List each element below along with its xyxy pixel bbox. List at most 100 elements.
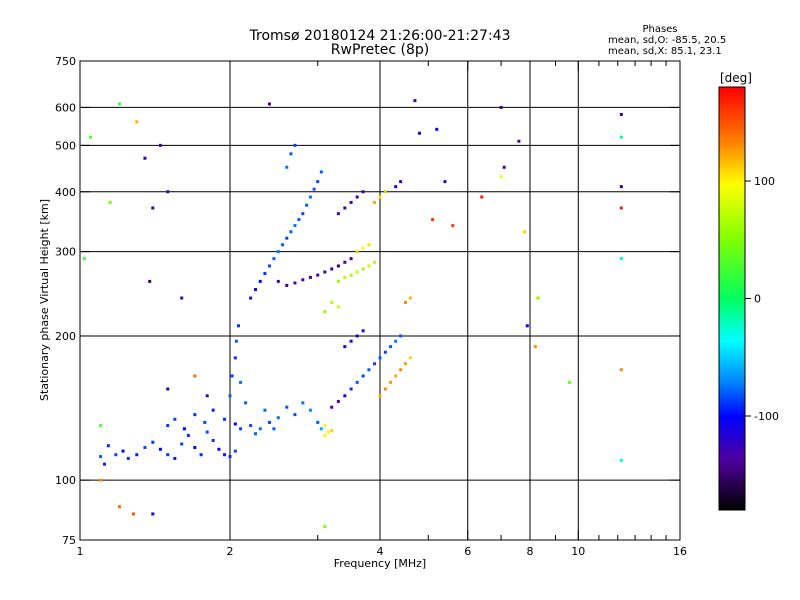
y-axis: 75 100 200 300 400 500 600 750	[55, 55, 680, 547]
data-point	[619, 458, 623, 462]
data-point	[323, 270, 327, 274]
data-point	[180, 442, 184, 446]
data-point	[383, 190, 387, 194]
data-point	[389, 380, 393, 384]
data-point	[166, 424, 170, 428]
colorbar-tick-label: -100	[754, 410, 779, 423]
data-point	[323, 309, 327, 313]
data-point	[336, 305, 340, 309]
x-tick-label: 10	[571, 545, 585, 558]
data-point	[293, 143, 297, 147]
data-point	[253, 432, 257, 436]
y-axis-label: Stationary phase Virtual Height [km]	[38, 199, 51, 401]
data-point	[233, 449, 237, 453]
data-point	[308, 195, 312, 199]
data-point	[326, 430, 330, 434]
data-point	[536, 296, 540, 300]
data-point	[293, 224, 297, 228]
colorbar: [deg] 100 0 -100	[718, 71, 779, 511]
data-point	[480, 195, 484, 199]
data-point	[148, 279, 152, 283]
data-point	[285, 405, 289, 409]
data-point	[301, 278, 305, 282]
colorbar-gradient	[718, 86, 746, 511]
data-point	[293, 413, 297, 417]
data-point	[312, 187, 316, 191]
data-point	[301, 401, 305, 405]
data-point	[373, 260, 377, 264]
data-point	[399, 368, 403, 372]
data-point	[103, 462, 107, 466]
data-point	[389, 345, 393, 349]
chart-subtitle: RwPretec (8p)	[331, 42, 429, 58]
data-point	[99, 478, 103, 482]
colorbar-tick-label: 100	[754, 175, 775, 188]
x-axis-label: Frequency [MHz]	[334, 557, 426, 570]
data-point	[355, 195, 359, 199]
data-point	[355, 270, 359, 274]
data-point	[403, 300, 407, 304]
data-point	[239, 427, 243, 431]
x-tick-label: 1	[77, 545, 84, 558]
legend-title: Phases	[642, 24, 677, 35]
data-point	[135, 453, 139, 457]
data-point	[305, 203, 309, 207]
data-point	[343, 345, 347, 349]
data-point	[211, 439, 215, 443]
data-point	[343, 206, 347, 210]
chart-title: Tromsø 20180124 21:26:00-21:27:43	[249, 28, 511, 44]
data-point	[173, 456, 177, 460]
data-point	[378, 356, 382, 360]
data-point	[443, 180, 447, 184]
data-point	[533, 345, 537, 349]
data-point	[99, 455, 103, 459]
stats-o-mode: mean, sd,O: -85.5, 20.5	[608, 35, 726, 46]
data-point	[308, 408, 312, 412]
y-tick-label: 200	[55, 330, 76, 343]
data-point	[234, 339, 238, 343]
stats-block: Phases mean, sd,O: -85.5, 20.5 mean, sd,…	[608, 24, 726, 57]
y-tick-label: 600	[55, 101, 76, 114]
data-point	[253, 288, 257, 292]
x-tick-label: 2	[227, 545, 234, 558]
data-point	[408, 296, 412, 300]
data-point	[408, 356, 412, 360]
data-point	[223, 417, 227, 421]
data-point	[619, 185, 623, 189]
stats-x-mode: mean, sd,X: 85.1, 23.1	[608, 46, 722, 57]
data-point	[203, 420, 207, 424]
data-point	[193, 374, 197, 378]
data-point	[108, 200, 112, 204]
data-point	[143, 156, 147, 160]
data-point	[217, 447, 221, 451]
data-point	[355, 380, 359, 384]
data-point	[619, 368, 623, 372]
data-point	[151, 206, 155, 210]
data-point	[361, 374, 365, 378]
data-point	[228, 455, 232, 459]
data-point	[308, 275, 312, 279]
data-point	[361, 329, 365, 333]
grid-lines	[80, 61, 680, 540]
data-point	[336, 399, 340, 403]
data-point	[367, 264, 371, 268]
data-point	[263, 272, 267, 276]
data-point	[117, 102, 121, 106]
data-point	[330, 405, 334, 409]
data-point	[158, 143, 162, 147]
data-point	[289, 152, 293, 156]
data-point	[205, 430, 209, 434]
data-point	[263, 408, 267, 412]
data-point	[173, 417, 177, 421]
data-point	[336, 264, 340, 268]
data-point	[182, 427, 186, 431]
data-point	[451, 224, 455, 228]
data-point	[330, 428, 334, 432]
data-point	[151, 440, 155, 444]
data-point	[517, 139, 521, 143]
data-point	[301, 212, 305, 216]
data-point	[316, 273, 320, 277]
x-tick-label: 8	[527, 545, 534, 558]
data-point	[82, 257, 86, 261]
